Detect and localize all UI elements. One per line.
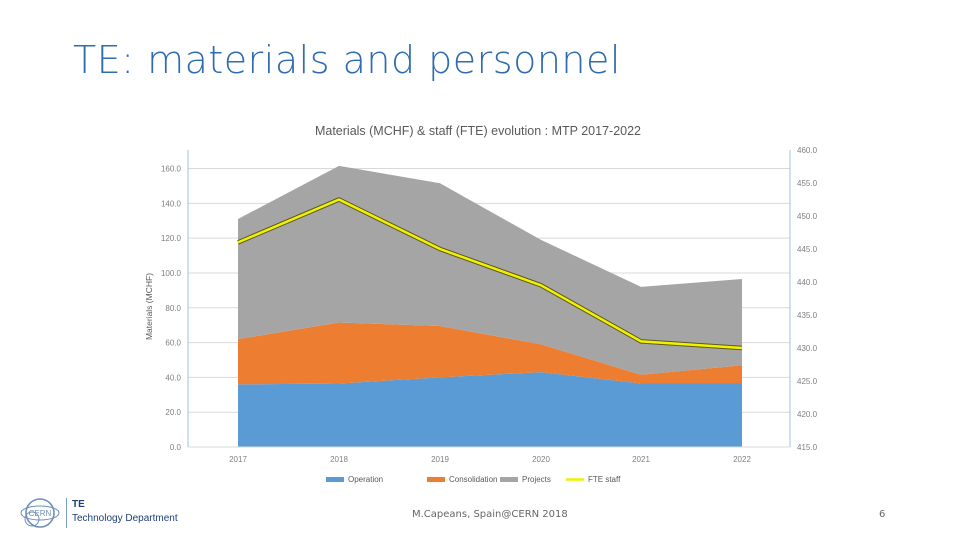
y-tick-label: 100.0 [161,269,182,278]
legend-swatch-projects [500,477,518,482]
area-operation [238,372,742,447]
x-tick-label: 2017 [229,455,247,464]
fte-line [237,198,743,350]
area-consolidation [238,322,742,385]
chart-title: Materials (MCHF) & staff (FTE) evolution… [315,124,641,138]
legend-label: Consolidation [449,475,497,484]
y2-tick-label: 425.0 [797,377,818,386]
legend-swatch-operation [326,477,344,482]
legend-label: Operation [348,475,383,484]
y-tick-label: 160.0 [161,165,182,174]
fte-line-layer [237,197,743,351]
legend-label: FTE staff [588,475,621,484]
y-tick-label: 40.0 [165,373,181,382]
x-tick-label: 2019 [431,455,449,464]
y-tick-label: 140.0 [161,199,182,208]
area-projects [238,165,742,375]
x-tick-label: 2018 [330,455,348,464]
logo-org-text: CERN [29,509,52,518]
y2-tick-label: 450.0 [797,212,818,221]
y2-tick-label: 455.0 [797,179,818,188]
y2-tick-label: 415.0 [797,443,818,452]
y-tick-label: 20.0 [165,408,181,417]
cern-logo: CERN TE Technology Department [18,496,178,532]
stacked-areas [238,165,742,447]
page-number: 6 [879,509,886,520]
x-tick-label: 2021 [632,455,650,464]
slide-title: TE: materials and personnel [73,38,621,82]
axes: 0.0 20.0 40.0 60.0 80.0 100.0 120.0 140.0 160.0 4… [144,146,818,464]
logo-abbr: TE [72,499,85,510]
y-tick-label: 0.0 [170,443,182,452]
y2-tick-label: 445.0 [797,245,818,254]
logo-department: Technology Department [72,513,178,524]
legend: Operation Consolidation Projects FTE staff [326,475,621,484]
legend-label: Projects [522,475,551,484]
y-tick-label: 120.0 [161,234,182,243]
x-tick-label: 2022 [733,455,751,464]
y-tick-label: 60.0 [165,339,181,348]
y-tick-label: 80.0 [165,304,181,313]
y2-tick-label: 430.0 [797,344,818,353]
x-tick-label: 2020 [532,455,550,464]
footer-author: M.Capeans, Spain@CERN 2018 [412,509,568,520]
y2-tick-label: 435.0 [797,311,818,320]
legend-swatch-consolidation [427,477,445,482]
y2-tick-label: 420.0 [797,410,818,419]
y-axis-title: Materials (MCHF) [144,273,154,340]
y2-tick-label: 440.0 [797,278,818,287]
y2-tick-label: 460.0 [797,146,818,155]
